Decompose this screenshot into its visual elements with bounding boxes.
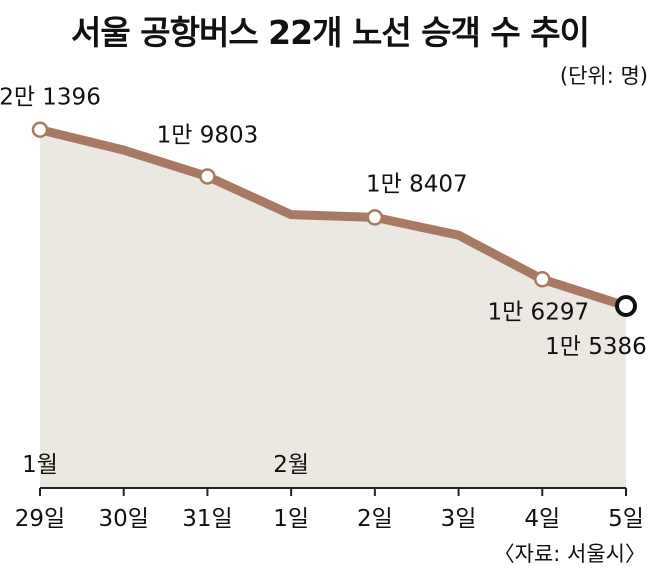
x-tick-label: 3일 [441, 506, 477, 532]
data-label: 1만 8407 [366, 171, 468, 197]
data-point [199, 168, 216, 185]
month-label: 2월 [273, 452, 309, 478]
data-point [31, 121, 49, 138]
source-note: 〈자료: 서울시〉 [493, 542, 646, 566]
data-point [534, 271, 551, 288]
x-tick-label: 1일 [273, 506, 309, 532]
x-tick-label: 5일 [608, 506, 644, 532]
month-label: 1월 [22, 452, 58, 478]
data-label: 1만 6297 [487, 299, 589, 325]
x-tick-label: 4일 [524, 506, 560, 532]
data-label: 1만 5386 [545, 334, 647, 360]
chart-title: 서울 공항버스 22개 노선 승객 수 추이 [71, 13, 590, 52]
x-tick-label: 29일 [15, 506, 65, 532]
series-line [38, 125, 628, 311]
data-label: 1만 9803 [157, 122, 259, 148]
area-fill [40, 129, 626, 488]
x-tick-label: 2일 [357, 506, 393, 532]
x-tick-label: 30일 [98, 506, 148, 532]
data-label: 2만 1396 [0, 85, 101, 111]
data-point [366, 209, 384, 226]
x-tick-label: 31일 [182, 506, 232, 532]
data-point [615, 295, 637, 318]
unit-note: (단위: 명) [559, 64, 648, 88]
